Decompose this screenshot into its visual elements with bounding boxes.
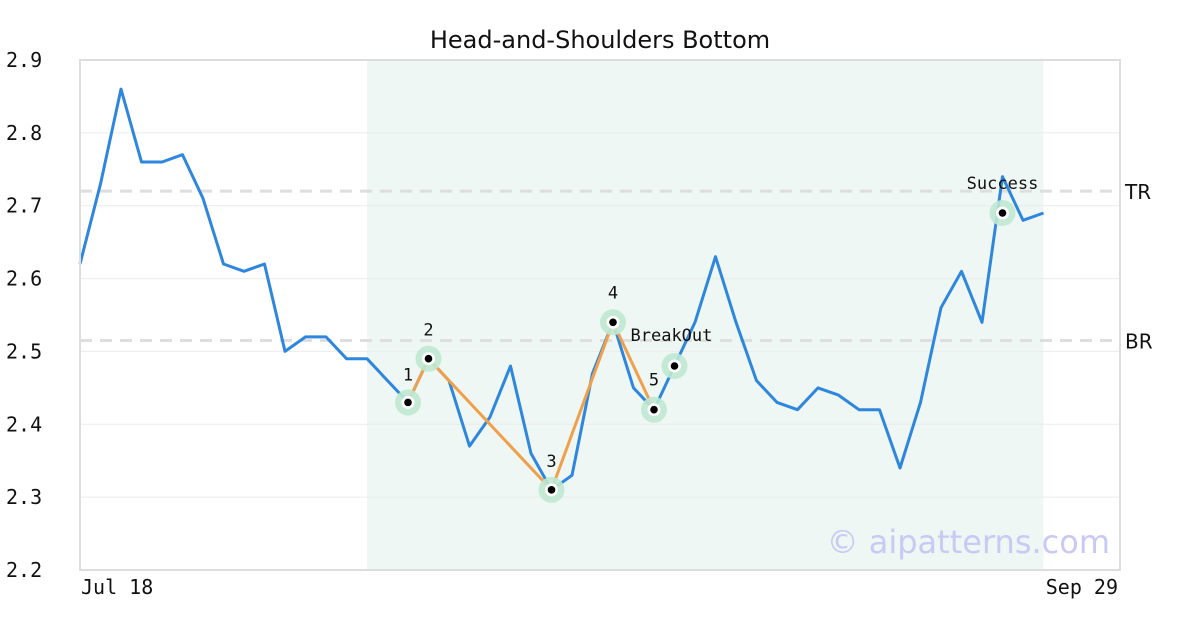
pattern-point-5-label: 5 [649,371,659,391]
level-label-br: BR [1125,330,1153,354]
pattern-point-5-dot [650,405,658,414]
x-tick-label-start: Jul 18 [81,575,153,599]
pattern-point-1-dot [404,398,412,407]
y-tick-label: 2.3 [6,485,42,509]
event-point-success-dot [998,209,1007,217]
pattern-point-3-label: 3 [546,452,556,472]
pattern-point-2-dot [424,354,433,363]
watermark: © aipatterns.com [827,523,1110,561]
y-tick-label: 2.2 [6,558,42,582]
x-tick-label-end: Sep 29 [1046,575,1118,599]
event-point-breakout-dot [670,362,679,370]
pattern-point-3-dot [547,486,556,494]
chart-title: Head-and-Shoulders Bottom [430,26,770,54]
pattern-point-2-label: 2 [423,321,433,341]
y-tick-label: 2.5 [6,339,42,363]
pattern-region [367,60,1044,570]
pattern-point-1-label: 1 [403,365,413,385]
event-point-breakout-label: BreakOut [631,326,713,346]
y-tick-label: 2.4 [6,412,42,436]
event-point-success-label: Success [967,174,1039,194]
plot-frame [79,59,1121,571]
y-tick-label: 2.7 [6,194,42,218]
pattern-point-4-dot [609,318,617,327]
y-tick-label: 2.6 [6,267,42,291]
y-tick-label: 2.8 [6,121,42,145]
pattern-point-4-label: 4 [608,283,618,303]
y-tick-label: 2.9 [6,48,42,72]
level-label-tr: TR [1124,180,1151,204]
